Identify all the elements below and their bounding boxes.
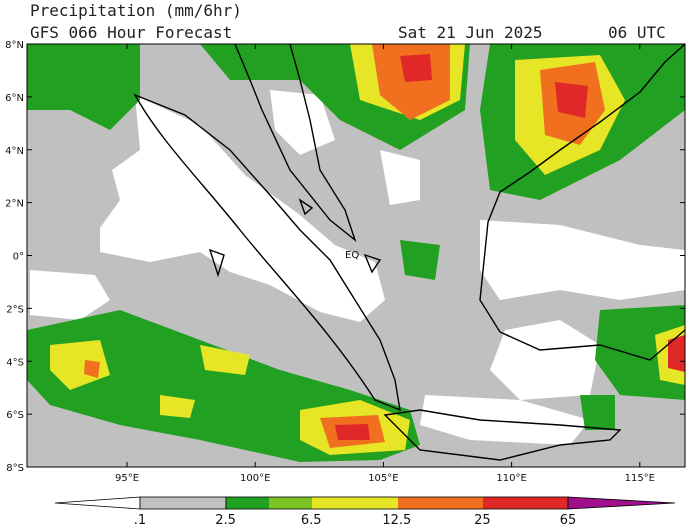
no-rain — [30, 90, 685, 445]
colorbar-segment — [54, 496, 141, 510]
lon-label: 95°E — [115, 473, 139, 484]
coastlines — [133, 44, 685, 461]
lat-label: 8°N — [5, 40, 24, 51]
colorbar-frame — [225, 496, 569, 510]
lat-label: 2°N — [5, 199, 24, 210]
colorbar-label: 2.5 — [215, 513, 236, 525]
lon-label: 105°E — [368, 473, 398, 484]
map: EQ — [27, 44, 685, 467]
title: Precipitation (mm/6hr) — [30, 1, 242, 20]
time: 06 UTC — [608, 23, 666, 42]
lon-labels: 95°E 100°E 105°E 110°E 115°E — [115, 44, 655, 484]
lat-label: 4°S — [6, 357, 24, 368]
lat-label: 0° — [13, 252, 24, 263]
lat-labels: 8°N 6°N 4°N 2°N 0° 2°S 4°S 6°S 8°S — [5, 40, 685, 474]
lat-label: 2°S — [6, 304, 24, 315]
colorbar-labels: .1 2.5 6.5 12.5 25 65 — [134, 513, 576, 525]
colorbar-segment — [312, 497, 398, 509]
colorbar-label: .1 — [134, 513, 146, 525]
colorbar-segment — [226, 497, 269, 509]
forecast: GFS 066 Hour Forecast — [30, 23, 232, 42]
lat-label: 4°N — [5, 146, 24, 157]
colorbar-label: 25 — [474, 513, 491, 525]
date: Sat 21 Jun 2025 — [398, 23, 543, 42]
colorbar-segment — [567, 496, 676, 510]
colorbar-label: 6.5 — [301, 513, 322, 525]
colorbar-segment — [398, 497, 483, 509]
colorbar-label: 12.5 — [382, 513, 411, 525]
colorbar-segment — [139, 496, 227, 510]
colorbar-label: 65 — [560, 513, 577, 525]
extreme-rain — [335, 54, 685, 440]
colorbar: .1 2.5 6.5 12.5 25 65 — [54, 496, 676, 525]
lat-label: 6°N — [5, 93, 24, 104]
lon-label: 115°E — [625, 473, 655, 484]
colorbar-segment — [269, 497, 312, 509]
lon-label: 100°E — [240, 473, 270, 484]
equator-label: EQ — [345, 250, 359, 261]
colorbar-segment — [483, 497, 568, 509]
lat-label: 8°S — [6, 463, 24, 474]
lat-label: 6°S — [6, 410, 24, 421]
lon-label: 110°E — [496, 473, 526, 484]
